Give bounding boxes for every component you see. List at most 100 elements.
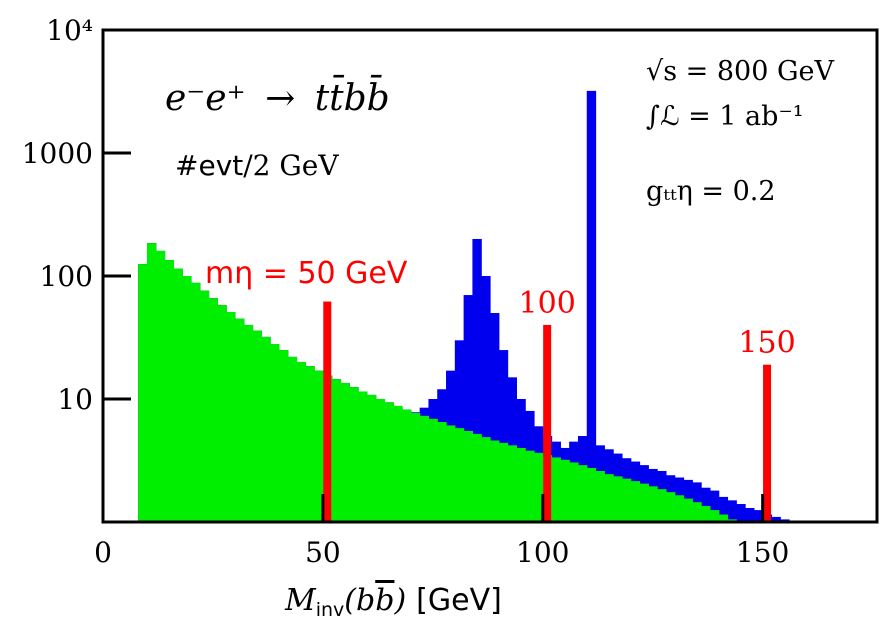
tick-labels: 0 50 100 150 10 100 1000 10⁴ (22, 14, 790, 569)
x-label-main: M (284, 583, 317, 618)
process-lhs: e⁻e⁺ (165, 78, 246, 119)
info-sqrt-s: √s = 800 GeV (646, 56, 835, 87)
signal-marker-bar (543, 324, 552, 522)
x-tick-label: 50 (305, 536, 341, 569)
background-bar (569, 462, 579, 522)
x-tick-label: 100 (516, 536, 569, 569)
background-bar (498, 442, 509, 522)
x-label-close: ) (393, 583, 406, 618)
background-bar (270, 343, 280, 522)
total-bar (586, 90, 597, 523)
background-bar (437, 422, 447, 522)
background-bar (410, 412, 421, 522)
total-bar (753, 510, 764, 522)
background-bar (314, 370, 324, 522)
background-bar (217, 305, 227, 522)
x-tick-label: 150 (736, 536, 789, 569)
background-bar (683, 498, 693, 522)
background-bar (305, 366, 315, 522)
background-bar (613, 476, 623, 522)
background-bar (701, 505, 711, 522)
signal-marker-bar (763, 364, 772, 522)
total-bar (718, 496, 729, 522)
background-bar (155, 250, 166, 522)
background-bar (525, 450, 535, 522)
signal-marker-label: mη = 50 GeV (205, 256, 408, 291)
y-tick-label: 1000 (22, 137, 93, 170)
background-bar (472, 433, 482, 522)
total-bar (490, 313, 500, 522)
background-bar (182, 276, 192, 522)
background-bar (665, 492, 676, 522)
background-bar (621, 478, 632, 522)
background-bar (428, 418, 438, 522)
background-bar (419, 415, 430, 522)
y-tick-label: 10⁴ (46, 14, 93, 47)
x-label-sub: inv (316, 599, 345, 619)
total-bar (472, 238, 482, 522)
process-arrow: → (265, 78, 295, 119)
process-label: e⁻e⁺ → tt̄bb̄ (165, 75, 390, 119)
background-bar (507, 445, 517, 522)
background-bar (138, 264, 148, 522)
y-tick-label: 10 (57, 383, 93, 416)
background-bar (287, 356, 298, 522)
x-label-bbar: b (375, 583, 394, 618)
events-note-suffix: /2 GeV (243, 149, 339, 182)
background-bar (674, 495, 685, 522)
signal-marker-label: 150 (738, 326, 795, 361)
info-coupling: gₜₜη = 0.2 (646, 176, 776, 207)
background-bar (595, 470, 605, 522)
signal-marker-bar (323, 301, 332, 522)
x-label-args: (b (344, 583, 375, 618)
x-label-unit: [GeV] (416, 583, 502, 618)
background-bar (604, 474, 614, 522)
total-bar (481, 276, 491, 522)
background-bar (261, 336, 271, 522)
total-bar (709, 490, 720, 522)
background-bar (190, 282, 201, 522)
background-bar (375, 399, 386, 522)
background-bar (560, 459, 570, 522)
signal-markers: mη = 50 GeV 100 150 (205, 256, 796, 522)
background-bar (648, 486, 658, 522)
background-bar (331, 379, 342, 522)
background-bar (577, 465, 588, 522)
background-bar (586, 467, 597, 522)
background-bar (164, 259, 174, 522)
background-bar (516, 447, 526, 522)
y-tick-label: 100 (40, 260, 93, 293)
background-bar (454, 428, 465, 522)
events-per-bin-note: #evt/2 GeV (175, 149, 339, 182)
background-bar (393, 405, 403, 522)
process-rhs: tt̄bb̄ (315, 75, 390, 119)
background-bar (463, 430, 474, 522)
total-bar (701, 487, 711, 522)
background-bar (252, 330, 262, 522)
axis-ticks (103, 28, 765, 522)
total-bar (771, 516, 781, 522)
background-bar (657, 489, 667, 522)
background-bar (551, 457, 561, 522)
background-bar (490, 440, 500, 522)
x-tick-label: 0 (94, 536, 112, 569)
background-bar (226, 311, 236, 522)
total-bar (736, 504, 746, 522)
background-bar (358, 391, 368, 522)
background-bar (639, 483, 649, 522)
signal-marker-label: 100 (519, 286, 576, 321)
info-luminosity: ∫ℒ = 1 ab⁻¹ (646, 101, 804, 132)
background-bar (481, 437, 491, 522)
total-bar (745, 507, 755, 522)
background-bar (146, 243, 157, 522)
background-bar (173, 268, 183, 522)
background-bar (349, 387, 359, 522)
background-bar (243, 324, 254, 522)
background-bar (296, 361, 306, 522)
background-bar (199, 290, 210, 522)
x-axis-label: Minv(bb) [GeV] (284, 583, 502, 619)
background-bar (234, 318, 245, 522)
histogram-bars (138, 90, 790, 523)
events-note-prefix: #evt (175, 149, 243, 182)
